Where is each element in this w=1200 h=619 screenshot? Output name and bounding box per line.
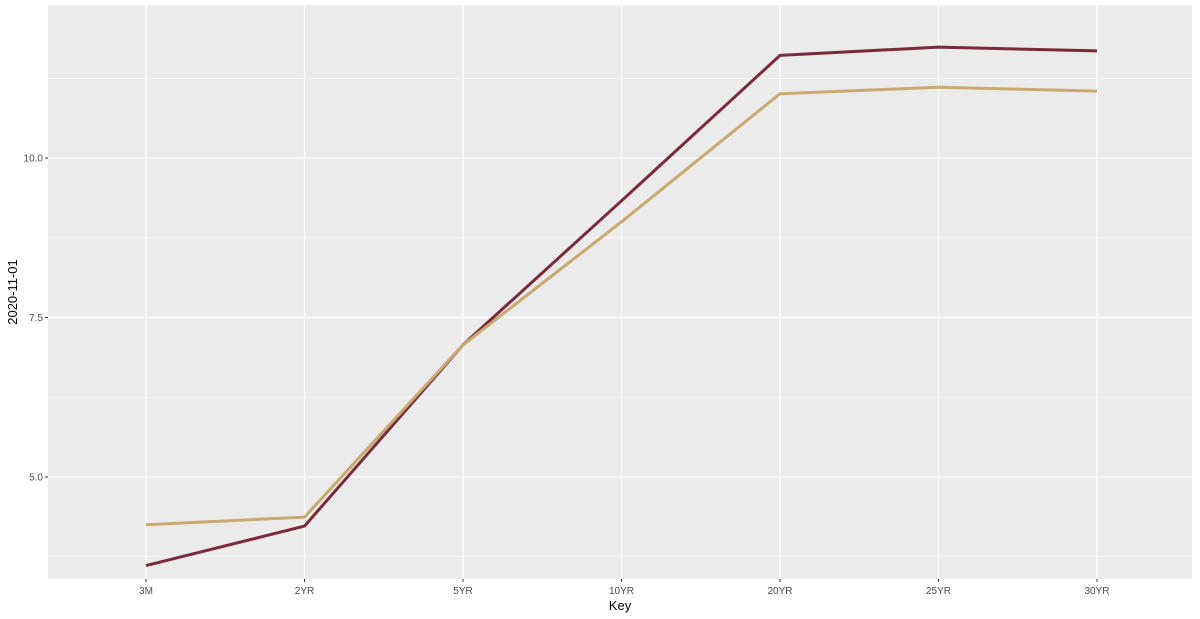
y-tick-label: 10.0 [24,154,44,165]
minor-gridlines [48,78,1192,557]
series-lines [145,45,1098,568]
major-gridlines [48,5,1192,579]
x-tick-label: 5YR [453,586,472,597]
x-tick-label: 2YR [295,586,314,597]
series-line-2 [145,85,1098,527]
y-axis-ticks: 5.0 7.5 10.0 [24,154,48,483]
x-axis-ticks: 3M 2YR 5YR 10YR 20YR 25YR 30YR [139,579,1110,597]
y-tick-label: 5.0 [29,472,43,483]
x-tick-label: 3M [139,586,153,597]
x-tick-label: 10YR [609,586,634,597]
x-tick-label: 20YR [767,586,792,597]
series-line-1 [145,45,1098,568]
y-tick-label: 7.5 [29,313,43,324]
x-tick-label: 30YR [1084,586,1109,597]
x-axis-title: Key [609,598,632,613]
plot-panel [48,5,1192,579]
x-tick-label: 25YR [926,586,951,597]
y-axis-title: 2020-11-01 [5,259,20,325]
